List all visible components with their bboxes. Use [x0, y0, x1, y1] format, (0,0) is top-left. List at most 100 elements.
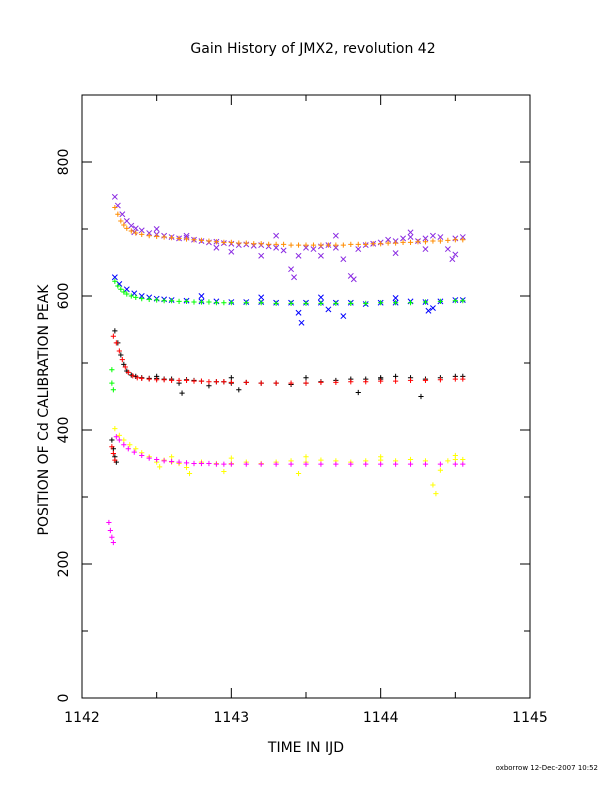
data-point — [183, 460, 190, 466]
data-point — [430, 482, 436, 488]
data-point — [355, 389, 361, 396]
data-point — [303, 380, 309, 386]
data-point — [318, 242, 324, 248]
data-point — [437, 377, 443, 383]
data-point — [437, 238, 443, 244]
data-point — [112, 328, 118, 334]
data-point — [228, 248, 235, 255]
data-point — [198, 293, 205, 299]
data-point — [121, 289, 127, 295]
data-point — [415, 239, 421, 245]
data-point — [295, 252, 302, 259]
data-point — [393, 378, 399, 384]
data-point — [128, 222, 135, 229]
data-point — [146, 233, 152, 239]
data-point — [236, 240, 242, 246]
data-point — [393, 300, 399, 306]
data-point — [169, 298, 175, 304]
data-point — [243, 379, 249, 386]
data-point — [122, 364, 128, 370]
data-point — [124, 291, 130, 297]
data-point — [407, 300, 414, 306]
data-point — [348, 379, 354, 385]
data-point — [110, 333, 116, 339]
data-point — [303, 300, 309, 306]
data-point — [186, 470, 193, 477]
data-point — [139, 296, 145, 302]
data-point — [169, 377, 175, 384]
data-point — [392, 250, 399, 257]
data-point — [452, 376, 458, 382]
data-point — [370, 241, 376, 247]
data-point — [452, 237, 458, 243]
data-point — [115, 283, 121, 289]
data-point — [452, 298, 458, 304]
data-point — [363, 461, 369, 467]
data-point — [113, 340, 119, 346]
data-point — [355, 246, 362, 253]
data-point — [221, 379, 227, 385]
data-point — [106, 519, 112, 526]
data-point — [400, 235, 407, 242]
data-point — [288, 266, 295, 273]
data-point — [460, 298, 466, 304]
data-point — [317, 252, 324, 259]
data-point — [437, 467, 443, 473]
data-point — [425, 307, 432, 314]
x-tick-label: 1145 — [512, 710, 548, 726]
data-point — [437, 461, 443, 467]
data-point — [298, 319, 305, 326]
data-point — [303, 242, 309, 248]
data-point — [146, 376, 152, 382]
data-point — [378, 378, 384, 384]
data-point — [169, 458, 175, 465]
data-point — [422, 461, 429, 467]
data-markers — [106, 193, 466, 546]
data-point — [437, 298, 443, 304]
data-point — [318, 300, 324, 306]
data-point — [400, 239, 406, 245]
data-point — [206, 460, 212, 467]
data-point — [154, 233, 160, 239]
data-point — [221, 468, 227, 475]
data-point — [288, 242, 294, 248]
data-point — [378, 241, 384, 247]
data-point — [138, 227, 145, 234]
data-point — [153, 226, 160, 232]
data-point — [418, 393, 424, 400]
data-point — [258, 380, 264, 386]
data-point — [133, 294, 139, 300]
data-point — [121, 361, 127, 367]
data-point — [107, 527, 113, 534]
data-point — [116, 437, 122, 443]
data-point — [407, 234, 414, 240]
data-point — [118, 218, 124, 224]
data-point — [273, 232, 280, 239]
data-point — [288, 461, 294, 467]
data-point — [146, 296, 152, 302]
data-point — [198, 378, 205, 384]
data-point — [422, 377, 429, 384]
data-point — [206, 299, 212, 305]
data-point — [303, 244, 309, 251]
data-point — [288, 300, 294, 306]
data-point — [112, 457, 118, 463]
data-point — [191, 237, 197, 243]
data-point — [109, 367, 115, 373]
data-point — [273, 241, 279, 248]
data-point — [115, 211, 121, 217]
data-point — [258, 300, 264, 306]
data-point — [221, 461, 227, 467]
data-point — [378, 300, 384, 306]
data-point — [121, 437, 127, 443]
data-point — [112, 278, 118, 284]
data-point — [154, 377, 160, 383]
data-point — [355, 241, 361, 248]
data-point — [318, 379, 324, 386]
data-point — [221, 300, 227, 306]
data-point — [127, 442, 133, 448]
chart-title: Gain History of JMX2, revolution 42 — [190, 41, 435, 57]
data-point — [161, 458, 167, 464]
series-5-markers — [109, 333, 466, 463]
